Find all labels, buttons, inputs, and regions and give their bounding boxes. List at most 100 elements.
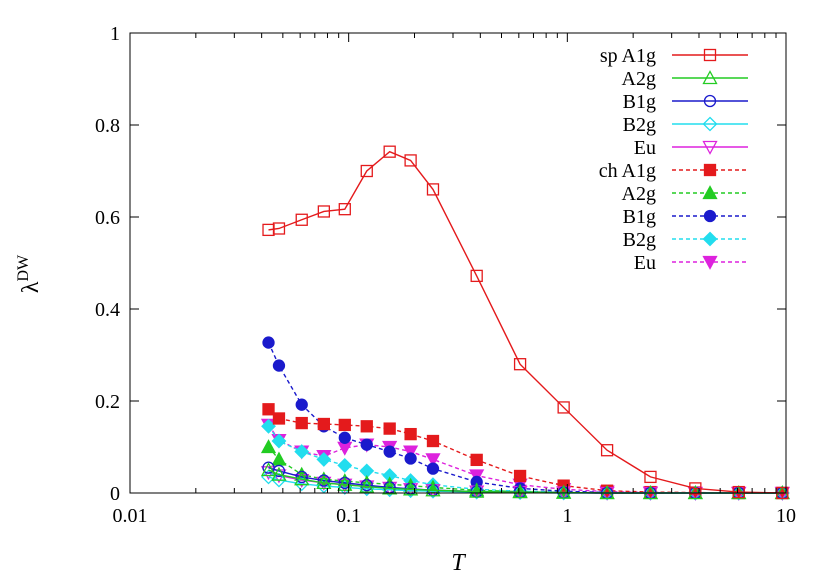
data-point <box>294 444 310 460</box>
legend-entry: B1g <box>623 91 748 113</box>
plot-area <box>260 145 790 501</box>
y-axis-label: λDW <box>15 254 44 293</box>
data-point <box>426 434 440 448</box>
legend-label: Eu <box>634 137 656 159</box>
data-point <box>272 464 286 478</box>
data-point <box>316 452 332 467</box>
data-point <box>404 154 417 167</box>
data-point <box>404 427 417 441</box>
data-point <box>262 403 275 416</box>
data-point <box>383 145 396 158</box>
y-axis-label-superscript: DW <box>15 254 32 282</box>
legend-label: A2g <box>622 68 656 90</box>
data-point <box>512 485 528 500</box>
data-point <box>260 462 277 477</box>
legend-label: A2g <box>622 183 656 205</box>
data-point <box>703 209 717 223</box>
data-point <box>338 203 351 216</box>
data-point <box>556 485 572 501</box>
legend-entry: ch A1g <box>599 160 748 182</box>
data-point <box>383 422 396 435</box>
data-point <box>600 444 614 457</box>
legend-label: B1g <box>623 206 656 228</box>
data-point <box>513 358 527 371</box>
data-point <box>338 431 351 444</box>
data-point <box>702 255 718 270</box>
data-point <box>643 485 658 501</box>
data-point <box>731 485 747 501</box>
y-axis-label-symbol: λ <box>18 281 44 293</box>
x-tick-label: 10 <box>776 505 796 527</box>
data-point <box>260 439 277 454</box>
data-point <box>337 441 353 456</box>
data-point <box>295 213 308 226</box>
data-point <box>469 484 485 500</box>
legend-entry: B2g <box>623 114 748 136</box>
x-axis-label: T <box>451 550 466 576</box>
data-point <box>404 452 417 465</box>
data-point <box>426 183 440 196</box>
legend-entry: Eu <box>634 137 748 159</box>
legend-entry: Eu <box>634 252 748 274</box>
x-tick-label: 0.01 <box>113 505 148 527</box>
data-point <box>272 412 286 425</box>
data-point <box>426 462 440 475</box>
data-point <box>425 482 441 497</box>
legend-label: Eu <box>634 252 656 274</box>
legend-entry: A2g <box>622 183 748 205</box>
legend-entry: B2g <box>623 229 748 251</box>
data-point <box>294 471 310 486</box>
legend-entry: sp A1g <box>600 45 748 67</box>
data-point <box>295 416 308 430</box>
legend-label: ch A1g <box>599 160 656 182</box>
data-point <box>702 231 718 247</box>
data-point <box>317 417 330 431</box>
data-point <box>644 470 657 484</box>
data-point <box>271 466 287 481</box>
data-point <box>337 476 353 491</box>
data-point <box>382 480 398 495</box>
data-point <box>425 483 441 499</box>
data-point <box>425 453 441 468</box>
data-point <box>687 485 703 501</box>
legend-entry: B1g <box>623 206 748 228</box>
data-point <box>470 453 483 467</box>
data-point <box>702 185 718 200</box>
data-point <box>702 140 718 155</box>
data-point <box>703 94 717 108</box>
data-point <box>512 484 528 499</box>
data-point <box>338 418 351 432</box>
data-point <box>295 398 308 411</box>
legend-label: B1g <box>623 91 656 113</box>
data-point <box>599 485 615 501</box>
data-point <box>261 469 276 485</box>
y-tick-label: 0 <box>110 483 120 505</box>
data-point <box>703 48 717 62</box>
data-point <box>702 116 718 132</box>
x-tick-label: 1 <box>562 505 572 527</box>
data-point <box>557 401 570 414</box>
x-tick-label: 0.1 <box>336 505 361 527</box>
series-line <box>268 150 783 494</box>
data-point <box>383 445 396 458</box>
data-point <box>316 475 332 490</box>
y-tick-label: 0.4 <box>95 299 120 321</box>
y-tick-label: 0.2 <box>95 391 120 413</box>
data-point <box>403 445 419 460</box>
axes: 0 0.2 0.4 0.6 0.8 1 0.01 0.1 1 10 <box>95 23 796 527</box>
legend-label: B2g <box>623 114 656 136</box>
legend-entry: A2g <box>622 68 748 90</box>
data-point <box>337 457 353 473</box>
data-point <box>689 482 702 495</box>
data-point <box>271 433 287 449</box>
data-point <box>271 472 287 488</box>
data-point <box>732 485 745 499</box>
data-point <box>774 485 790 501</box>
legend-label: B2g <box>623 229 656 251</box>
data-point <box>403 481 419 496</box>
data-point <box>359 478 375 493</box>
data-point <box>317 205 330 218</box>
plot-frame <box>129 32 787 494</box>
data-point <box>360 164 373 178</box>
